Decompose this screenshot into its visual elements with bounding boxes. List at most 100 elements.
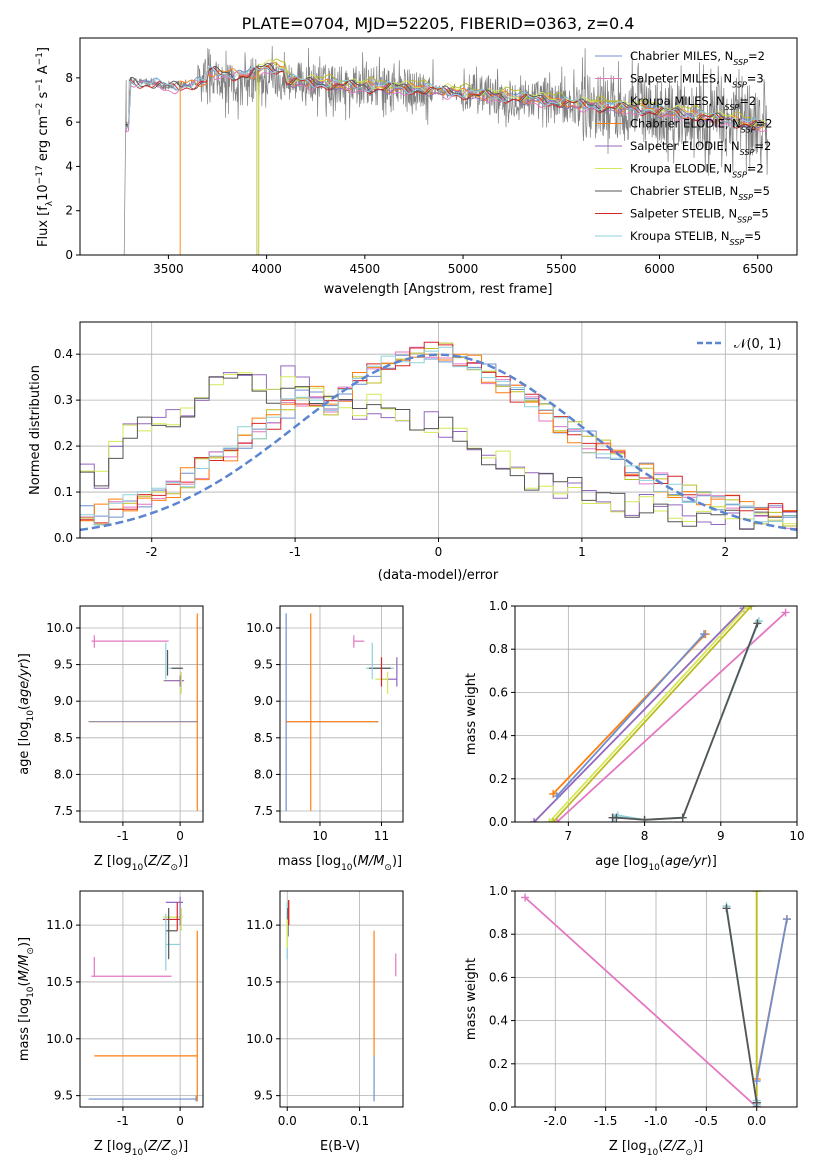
x-tick-label: -1 — [117, 829, 129, 843]
y-tick-label: 0.8 — [489, 927, 508, 941]
mass-z-xlabel: Z [log10(Z/Z⊙)] — [94, 1139, 188, 1158]
y-tick-label: 9.5 — [54, 658, 73, 672]
residual-histogram — [80, 353, 797, 522]
x-tick-label: 10 — [789, 829, 804, 843]
y-tick-label: 2 — [65, 204, 73, 218]
age-z-xlabel: Z [log10(Z/Z⊙)] — [94, 854, 188, 873]
mass-weight-line — [612, 622, 759, 821]
mw-z-axes — [515, 890, 797, 1108]
mass-weight-marker — [743, 606, 752, 610]
mass-weight-marker — [700, 630, 709, 639]
y-tick-label: 7.5 — [254, 804, 273, 818]
y-tick-label: 0.6 — [489, 685, 508, 699]
y-tick-label: 0.0 — [489, 1100, 508, 1114]
age-z-axes-plot-area — [88, 613, 198, 812]
mass-weight-marker — [640, 815, 649, 822]
residual-axes-plot-area — [80, 341, 797, 532]
residual-axes-frame: -2 -1 0 1 2 0.0 0.1 0.2 0.3 0.4 — [54, 321, 798, 559]
x-tick-label: 0 — [176, 829, 184, 843]
mass-weight-marker — [782, 915, 791, 924]
y-tick-label: 0.6 — [489, 970, 508, 984]
y-tick-label: 9.5 — [254, 1089, 273, 1103]
mass-weight-line — [548, 606, 749, 822]
x-tick-label: -1.0 — [644, 1114, 667, 1128]
x-tick-label: 3500 — [153, 262, 184, 276]
mass-weight-marker — [552, 792, 561, 801]
legend-entry: Chabrier STELIB, NSSP=5 — [630, 184, 770, 202]
mass-weight-marker — [722, 904, 731, 913]
mass-z-axes-plot-area — [88, 896, 198, 1102]
mw-z-axes-plot-area — [521, 891, 791, 1107]
legend-entry: Salpeter ELODIE, NSSP=2 — [630, 139, 771, 157]
mass-weight-marker — [530, 818, 539, 822]
model-spectrum-line — [125, 62, 768, 128]
legend-entry: Kroupa ELODIE, NSSP=2 — [630, 162, 764, 180]
y-tick-label: 8.5 — [54, 731, 73, 745]
spectrum-axes-frame: 3500 4000 4500 5000 5500 6000 6500 0 2 4 6 8 — [65, 37, 798, 276]
mass-weight-line — [613, 620, 760, 821]
x-tick-label: 0 — [176, 1114, 184, 1128]
mass-weight-marker — [781, 608, 790, 617]
legend-entry: Chabrier MILES, NSSP=2 — [630, 49, 765, 67]
mass-ebv-axes-frame: 0.0 0.1 9.5 10.0 10.5 11.0 — [246, 890, 404, 1128]
mass-weight-marker — [521, 893, 530, 902]
normal-curve — [80, 353, 797, 532]
mass-weight-marker — [753, 619, 762, 628]
y-tick-label: 10.0 — [246, 1032, 273, 1046]
y-tick-label: 9.0 — [54, 694, 73, 708]
y-tick-label: 9.0 — [254, 694, 273, 708]
x-tick-label: -1 — [117, 1114, 129, 1128]
y-tick-label: 0.2 — [489, 772, 508, 786]
mw-age-ylabel: mass weight — [464, 673, 479, 755]
y-tick-label: 8.0 — [54, 767, 73, 781]
y-tick-label: 1.0 — [489, 884, 508, 898]
age-mass-axes-frame: 10 11 7.5 8.0 8.5 9.0 9.5 10.0 — [246, 605, 404, 843]
model-spectrum-line — [125, 66, 768, 129]
x-tick-label: -1.5 — [594, 1114, 617, 1128]
x-tick-label: 7 — [565, 829, 573, 843]
x-tick-label: -2.0 — [544, 1114, 567, 1128]
axes-frame — [79, 890, 204, 1108]
mw-age-axes — [515, 605, 798, 823]
age-mass-axes — [280, 606, 403, 822]
x-tick-label: 0.0 — [747, 1114, 766, 1128]
y-tick-label: 11.0 — [46, 918, 73, 932]
x-tick-label: 1 — [578, 545, 586, 559]
y-tick-label: 10.5 — [46, 975, 73, 989]
mass-weight-line — [552, 606, 752, 822]
residual-xlabel: (data-model)/error — [378, 568, 499, 583]
age-z-ylabel: age [log10(age/yr)] — [17, 653, 36, 775]
mw-z-ylabel: mass weight — [464, 958, 479, 1040]
x-tick-label: 9 — [717, 829, 725, 843]
y-tick-label: 0.3 — [54, 393, 73, 407]
residual-ylabel: Normed distribution — [28, 365, 43, 495]
axes-frame — [279, 890, 404, 1108]
legend-entry: Salpeter MILES, NSSP=3 — [630, 72, 764, 90]
residual-histogram — [80, 374, 797, 530]
axes-frame — [79, 37, 798, 256]
mass-weight-marker — [545, 818, 554, 822]
mass-z-axes-frame: -1 0 9.5 10.0 10.5 11.0 — [46, 890, 204, 1128]
mass-weight-line — [725, 908, 758, 1103]
age-mass-axes-plot-area — [285, 613, 398, 812]
axes-frame — [79, 605, 204, 823]
spectrum-xlabel: wavelength [Angstrom, rest frame] — [324, 282, 553, 297]
mass-ebv-axes-plot-area — [286, 900, 397, 1102]
x-tick-label: 5500 — [546, 262, 577, 276]
mass-weight-line — [755, 918, 788, 1082]
x-tick-label: 2 — [721, 545, 729, 559]
mw-z-xlabel: Z [log10(Z/Z⊙)] — [609, 1139, 703, 1158]
mass-weight-marker — [678, 813, 687, 822]
y-tick-label: 10.5 — [246, 975, 273, 989]
residual-axes — [80, 322, 797, 539]
x-tick-label: -1 — [289, 545, 301, 559]
residual-histogram — [80, 341, 797, 524]
mw-age-axes-frame: 7 8 9 10 0.0 0.2 0.4 0.6 0.8 1.0 — [489, 599, 805, 843]
mass-weight-marker — [752, 1098, 761, 1107]
x-tick-label: 5000 — [448, 262, 479, 276]
mass-weight-marker — [552, 818, 561, 822]
axes-frame — [279, 605, 404, 823]
mass-ebv-xlabel: E(B-V) — [320, 1139, 360, 1154]
